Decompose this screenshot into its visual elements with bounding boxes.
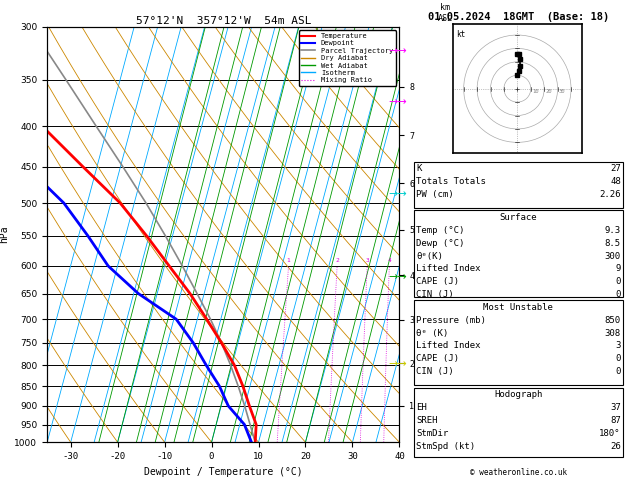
Text: 3: 3 (365, 258, 369, 262)
Text: 27: 27 (610, 164, 621, 174)
Text: Totals Totals: Totals Totals (416, 177, 486, 186)
Text: Dewp (°C): Dewp (°C) (416, 239, 465, 248)
Text: 9: 9 (615, 264, 621, 274)
Text: CAPE (J): CAPE (J) (416, 277, 459, 286)
Text: EH: EH (416, 403, 427, 412)
Text: kt: kt (455, 30, 465, 39)
Text: θᵉ(K): θᵉ(K) (416, 252, 443, 260)
Text: 180°: 180° (599, 429, 621, 438)
Text: Pressure (mb): Pressure (mb) (416, 316, 486, 325)
Text: 0: 0 (615, 277, 621, 286)
Legend: Temperature, Dewpoint, Parcel Trajectory, Dry Adiabat, Wet Adiabat, Isotherm, Mi: Temperature, Dewpoint, Parcel Trajectory… (299, 30, 396, 86)
Text: 1: 1 (287, 258, 291, 262)
Text: 01.05.2024  18GMT  (Base: 18): 01.05.2024 18GMT (Base: 18) (428, 12, 610, 22)
Text: 308: 308 (604, 329, 621, 338)
Text: Lifted Index: Lifted Index (416, 342, 481, 350)
Title: 57°12'N  357°12'W  54m ASL: 57°12'N 357°12'W 54m ASL (135, 16, 311, 26)
Text: 3: 3 (615, 342, 621, 350)
Text: θᵉ (K): θᵉ (K) (416, 329, 448, 338)
Text: Most Unstable: Most Unstable (483, 303, 554, 312)
Text: Surface: Surface (499, 213, 537, 222)
X-axis label: Dewpoint / Temperature (°C): Dewpoint / Temperature (°C) (144, 467, 303, 477)
Text: 48: 48 (610, 177, 621, 186)
Text: 26: 26 (610, 442, 621, 451)
Text: 20: 20 (545, 89, 552, 94)
Text: 87: 87 (610, 416, 621, 425)
Text: 0: 0 (615, 290, 621, 299)
Text: 850: 850 (604, 316, 621, 325)
Text: →→: →→ (389, 190, 408, 199)
Text: 10: 10 (532, 89, 538, 94)
Text: 2.26: 2.26 (599, 190, 621, 199)
Text: km
ASL: km ASL (438, 3, 453, 22)
Text: PW (cm): PW (cm) (416, 190, 454, 199)
Text: 2: 2 (335, 258, 339, 262)
Text: Hodograph: Hodograph (494, 390, 542, 399)
Text: →→: →→ (389, 46, 408, 56)
Text: 8.5: 8.5 (604, 239, 621, 248)
Text: StmSpd (kt): StmSpd (kt) (416, 442, 476, 451)
Text: 0: 0 (615, 367, 621, 376)
Text: 4: 4 (387, 258, 391, 262)
Text: 37: 37 (610, 403, 621, 412)
Text: CIN (J): CIN (J) (416, 367, 454, 376)
Text: →→: →→ (389, 272, 408, 282)
Text: →→: →→ (389, 97, 408, 107)
Text: Temp (°C): Temp (°C) (416, 226, 465, 235)
Text: 9.3: 9.3 (604, 226, 621, 235)
Text: © weatheronline.co.uk: © weatheronline.co.uk (470, 468, 567, 477)
Text: CAPE (J): CAPE (J) (416, 354, 459, 364)
Text: Lifted Index: Lifted Index (416, 264, 481, 274)
Text: K: K (416, 164, 422, 174)
Text: 0: 0 (615, 354, 621, 364)
Text: SREH: SREH (416, 416, 438, 425)
Text: StmDir: StmDir (416, 429, 448, 438)
Text: 30: 30 (559, 89, 565, 94)
Text: →→: →→ (389, 360, 408, 369)
Text: CIN (J): CIN (J) (416, 290, 454, 299)
Text: LCL: LCL (438, 447, 453, 455)
Y-axis label: hPa: hPa (0, 226, 9, 243)
Text: 300: 300 (604, 252, 621, 260)
